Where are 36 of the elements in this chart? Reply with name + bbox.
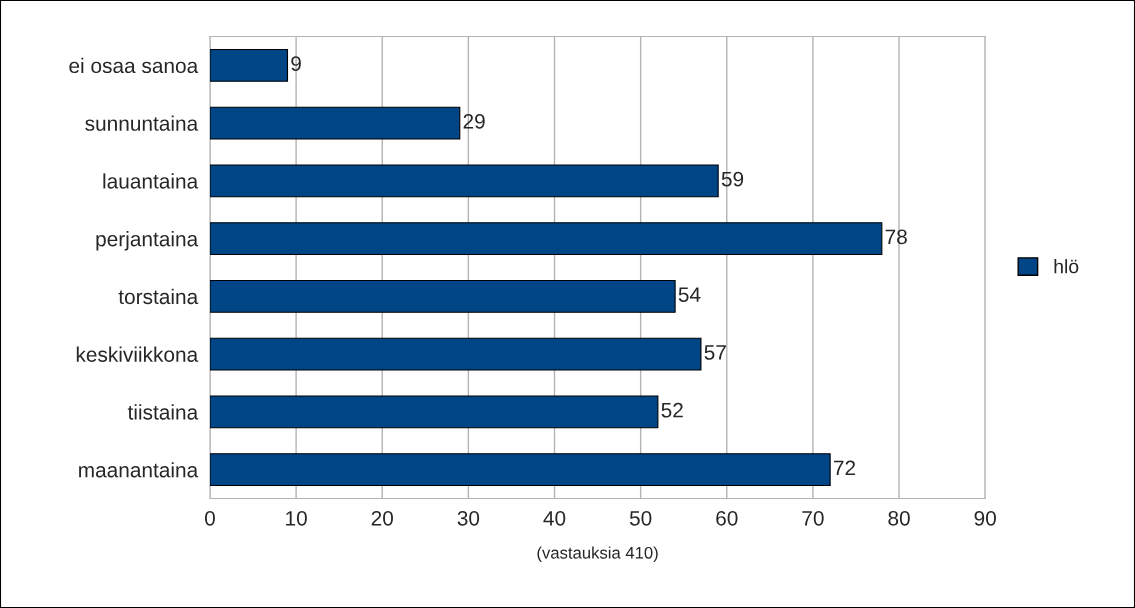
y-tick-label: sunnuntaina bbox=[85, 115, 199, 131]
y-tick-label: tiistaina bbox=[127, 404, 199, 420]
bar bbox=[209, 48, 289, 82]
legend-label: hlö bbox=[1054, 259, 1079, 274]
x-tick-label: 20 bbox=[371, 510, 394, 526]
data-label: 78 bbox=[885, 229, 907, 245]
x-tick-label: 10 bbox=[286, 510, 307, 526]
x-tick-label: 70 bbox=[802, 510, 824, 526]
x-tick-label: 40 bbox=[543, 510, 566, 526]
data-label: 54 bbox=[678, 287, 701, 302]
y-tick-label: ei osaa sanoa bbox=[69, 57, 199, 74]
x-axis-title: (vastauksia 410) bbox=[537, 546, 658, 562]
bar bbox=[209, 279, 676, 313]
y-tick-label: lauantaina bbox=[103, 173, 199, 189]
bar bbox=[209, 222, 883, 256]
bar bbox=[209, 164, 719, 198]
bar bbox=[209, 337, 702, 371]
x-tick-label: 50 bbox=[629, 510, 652, 526]
x-tick-label: 90 bbox=[974, 510, 996, 526]
data-label: 72 bbox=[833, 460, 856, 476]
bar bbox=[209, 106, 461, 140]
data-label: 52 bbox=[661, 402, 683, 418]
data-label: 59 bbox=[721, 171, 744, 187]
data-label: 29 bbox=[463, 113, 485, 129]
x-tick-label: 30 bbox=[457, 510, 480, 526]
bar bbox=[209, 453, 831, 487]
y-tick-label: maanantaina bbox=[79, 462, 199, 478]
data-label: 9 bbox=[291, 56, 301, 71]
data-label: 57 bbox=[704, 345, 726, 360]
x-tick-label: 80 bbox=[888, 510, 910, 526]
y-tick-label: keskiviikkona bbox=[76, 346, 199, 362]
y-tick-label: perjantaina bbox=[96, 231, 199, 251]
x-tick-label: 60 bbox=[716, 510, 738, 526]
x-tick-label: 0 bbox=[205, 510, 215, 526]
y-tick-label: torstaina bbox=[118, 288, 199, 305]
bar bbox=[209, 395, 659, 429]
